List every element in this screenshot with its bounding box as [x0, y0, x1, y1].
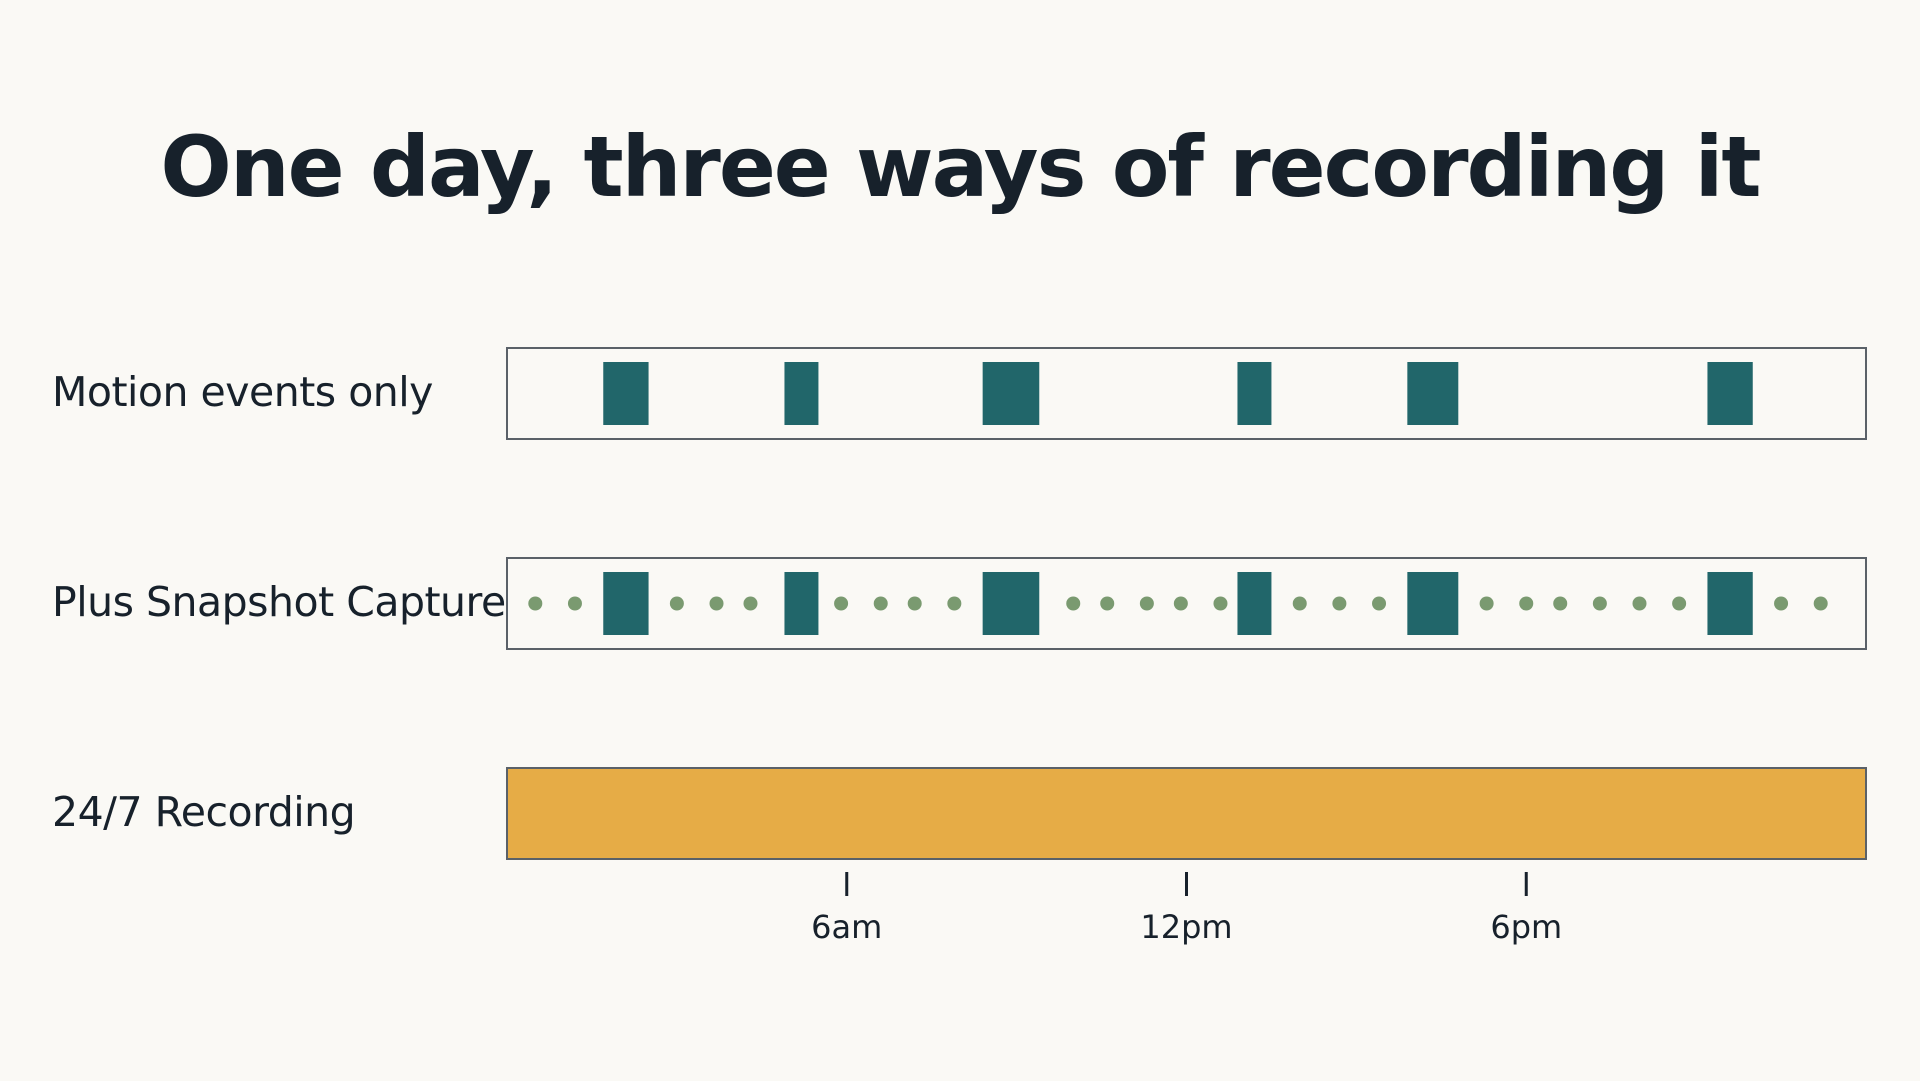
snapshot-dot: [1213, 596, 1228, 611]
row-label-snapshot-capture: Plus Snapshot Capture: [52, 578, 506, 626]
snapshot-dot: [1813, 596, 1828, 611]
snapshot-dot: [947, 596, 962, 611]
motion-event-block: [1407, 572, 1459, 635]
snapshot-dot: [567, 596, 582, 611]
snapshot-dot: [1372, 596, 1387, 611]
snapshot-dot: [834, 596, 849, 611]
axis-tick-label: 6am: [811, 908, 882, 946]
row-label-motion-events: Motion events only: [52, 368, 433, 416]
snapshot-dot: [1100, 596, 1115, 611]
motion-event-block: [1237, 362, 1272, 425]
snapshot-dot: [709, 596, 724, 611]
chart-title: One day, three ways of recording it: [160, 118, 1761, 216]
motion-event-block: [982, 362, 1040, 425]
snapshot-dot: [1173, 596, 1188, 611]
axis-tick-label: 6pm: [1490, 908, 1562, 946]
motion-event-block: [1407, 362, 1459, 425]
snapshot-dot: [669, 596, 684, 611]
snapshot-dot: [873, 596, 888, 611]
continuous-recording-bar: [506, 767, 1867, 860]
motion-event-block: [1707, 572, 1753, 635]
axis-tick-label: 12pm: [1140, 908, 1232, 946]
motion-event-block: [784, 362, 819, 425]
motion-event-block: [1707, 362, 1753, 425]
snapshot-dot: [907, 596, 922, 611]
motion-event-block: [603, 572, 649, 635]
snapshot-dot: [743, 596, 758, 611]
motion-event-block: [784, 572, 819, 635]
snapshot-dot: [1519, 596, 1534, 611]
motion-event-block: [1237, 572, 1272, 635]
motion-event-block: [982, 572, 1040, 635]
snapshot-dot: [1672, 596, 1687, 611]
snapshot-dot: [1139, 596, 1154, 611]
timeline-track: [506, 557, 1867, 650]
snapshot-dot: [1479, 596, 1494, 611]
snapshot-dot: [1066, 596, 1081, 611]
timeline-track: [506, 347, 1867, 440]
snapshot-dot: [1553, 596, 1568, 611]
snapshot-dot: [1774, 596, 1789, 611]
motion-event-block: [603, 362, 649, 425]
row-label-continuous-recording: 24/7 Recording: [52, 788, 356, 836]
snapshot-dot: [1592, 596, 1607, 611]
snapshot-dot: [528, 596, 543, 611]
snapshot-dot: [1292, 596, 1307, 611]
snapshot-dot: [1632, 596, 1647, 611]
snapshot-dot: [1332, 596, 1347, 611]
